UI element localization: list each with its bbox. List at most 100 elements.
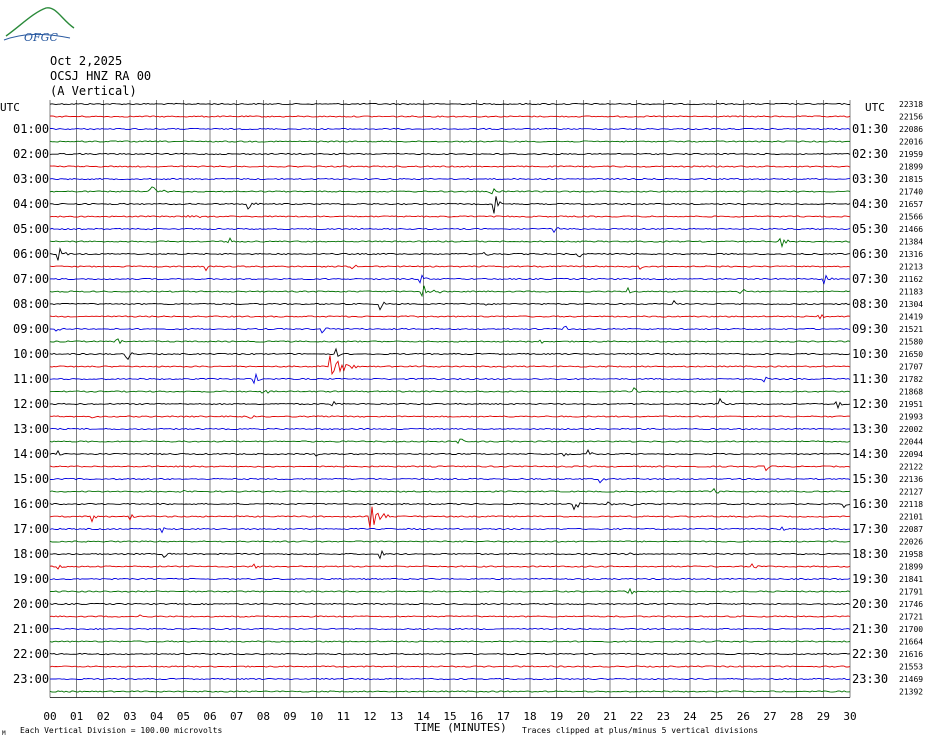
trace-line xyxy=(49,355,851,376)
left-hour-label: 01:00 xyxy=(13,122,49,136)
x-tick-label: 00 xyxy=(43,710,56,723)
trace-line xyxy=(49,372,851,385)
left-hour-label: 13:00 xyxy=(13,422,49,436)
x-tick-label: 13 xyxy=(390,710,403,723)
right-hour-label: 02:30 xyxy=(852,147,888,161)
trace-line xyxy=(49,506,851,528)
x-tick-label: 25 xyxy=(710,710,723,723)
right-hour-label: 16:30 xyxy=(852,497,888,511)
right-hour-label: 15:30 xyxy=(852,472,888,486)
trace-right-value: 21700 xyxy=(899,625,923,634)
x-axis-label: TIME (MINUTES) xyxy=(414,721,507,734)
right-hour-label: 12:30 xyxy=(852,397,888,411)
left-axis-title: UTC xyxy=(0,101,20,114)
x-tick-label: 07 xyxy=(230,710,243,723)
x-tick-label: 06 xyxy=(203,710,216,723)
left-hour-label: 09:00 xyxy=(13,322,49,336)
trace-right-value: 22026 xyxy=(899,538,923,547)
left-hour-label: 21:00 xyxy=(13,622,49,636)
x-tick-label: 15 xyxy=(443,710,456,723)
header-station: OCSJ HNZ RA 00 xyxy=(50,69,152,83)
left-hour-label: 20:00 xyxy=(13,597,49,611)
x-tick-label: 30 xyxy=(843,710,856,723)
right-hour-label: 23:30 xyxy=(852,672,888,686)
trace-line xyxy=(49,652,851,656)
trace-right-value: 21162 xyxy=(899,275,923,284)
trace-right-value: 21553 xyxy=(899,663,923,672)
x-tick-label: 05 xyxy=(177,710,190,723)
right-axis-title: UTC xyxy=(865,101,885,114)
left-hour-label: 11:00 xyxy=(13,372,49,386)
trace-right-value: 21951 xyxy=(899,400,923,409)
trace-right-value: 22016 xyxy=(899,138,923,147)
x-tick-label: 24 xyxy=(683,710,697,723)
header-date: Oct 2,2025 xyxy=(50,54,123,68)
logo-text: OFGC xyxy=(24,31,58,44)
trace-line xyxy=(49,247,851,261)
x-tick-label: 27 xyxy=(763,710,776,723)
right-hour-label: 07:30 xyxy=(852,272,888,286)
left-hour-label: 04:00 xyxy=(13,197,49,211)
x-tick-label: 09 xyxy=(283,710,296,723)
trace-right-value: 21316 xyxy=(899,250,923,259)
x-tick-label: 26 xyxy=(737,710,750,723)
trace-line xyxy=(49,313,851,320)
trace-line xyxy=(49,102,851,106)
trace-right-value: 22136 xyxy=(899,475,923,484)
trace-right-value: 21791 xyxy=(899,588,923,597)
trace-line xyxy=(49,299,851,311)
trace-line xyxy=(49,285,851,298)
left-hour-label: 10:00 xyxy=(13,347,49,361)
trace-line xyxy=(49,614,851,618)
trace-line xyxy=(49,549,851,560)
trace-right-value: 21616 xyxy=(899,650,923,659)
left-hour-label: 08:00 xyxy=(13,297,49,311)
corner-mark: M xyxy=(2,730,6,737)
trace-line xyxy=(49,140,851,143)
trace-right-value: 22094 xyxy=(899,450,923,459)
trace-line xyxy=(49,237,850,249)
right-hour-label: 06:30 xyxy=(852,247,888,261)
right-hour-label: 10:30 xyxy=(852,347,888,361)
trace-line xyxy=(49,397,851,410)
trace-line xyxy=(49,226,851,234)
trace-line xyxy=(49,325,851,334)
trace-right-value: 21899 xyxy=(899,163,923,172)
x-tick-label: 20 xyxy=(577,710,590,723)
trace-line xyxy=(49,665,851,668)
trace-right-value: 21721 xyxy=(899,613,923,622)
trace-line xyxy=(50,477,851,484)
x-tick-label: 10 xyxy=(310,710,323,723)
trace-line xyxy=(50,587,851,595)
trace-line xyxy=(49,690,851,693)
trace-right-value: 21566 xyxy=(899,213,923,222)
right-hour-label: 05:30 xyxy=(852,222,888,236)
x-tick-label: 29 xyxy=(817,710,830,723)
trace-line xyxy=(49,152,851,156)
trace-line xyxy=(49,177,851,181)
x-tick-label: 14 xyxy=(417,710,431,723)
x-tick-label: 16 xyxy=(470,710,483,723)
right-hour-label: 17:30 xyxy=(852,522,888,536)
right-hour-label: 11:30 xyxy=(852,372,888,386)
left-hour-label: 22:00 xyxy=(13,647,49,661)
trace-right-value: 22122 xyxy=(899,463,923,472)
trace-line xyxy=(49,115,851,118)
trace-right-value: 22086 xyxy=(899,125,923,134)
x-tick-label: 19 xyxy=(550,710,563,723)
right-hour-label: 09:30 xyxy=(852,322,888,336)
left-hour-label: 15:00 xyxy=(13,472,49,486)
x-tick-label: 01 xyxy=(70,710,83,723)
right-hour-label: 21:30 xyxy=(852,622,888,636)
trace-line xyxy=(49,338,851,345)
left-hour-label: 18:00 xyxy=(13,547,49,561)
x-tick-label: 18 xyxy=(523,710,536,723)
trace-right-value: 21419 xyxy=(899,313,923,322)
right-hour-label: 01:30 xyxy=(852,122,888,136)
ofgc-logo: OFGC xyxy=(3,7,75,44)
trace-line xyxy=(49,264,851,272)
trace-right-value: 21213 xyxy=(899,263,923,272)
trace-line xyxy=(49,540,851,543)
left-hour-label: 19:00 xyxy=(13,572,49,586)
trace-right-value: 21304 xyxy=(899,300,923,309)
